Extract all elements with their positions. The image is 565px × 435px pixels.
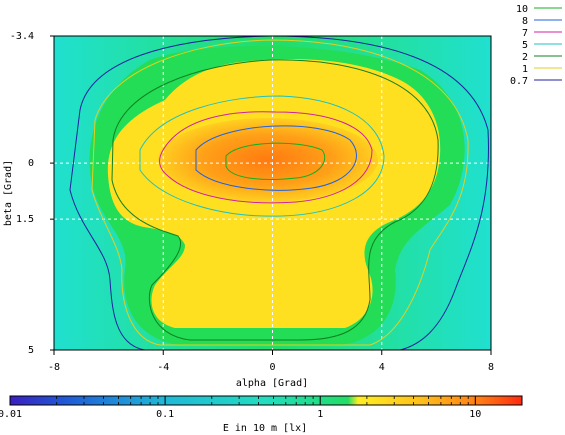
legend-label: 8 bbox=[522, 16, 528, 27]
x-axis-ticks: -8 -4 0 4 8 bbox=[48, 350, 494, 373]
contour-line bbox=[69, 36, 489, 350]
colorbar-minor-ticks bbox=[56, 396, 523, 405]
contour-line bbox=[225, 142, 326, 180]
colorbar-tick-labels: 0.01 0.1 1 10 bbox=[0, 396, 481, 420]
legend-label: 10 bbox=[516, 4, 528, 15]
y-tick-label: 0 bbox=[28, 158, 34, 169]
colorbar-label: E in 10 m [lx] bbox=[223, 423, 307, 434]
x-tick-label: -8 bbox=[48, 362, 60, 373]
contour-lines bbox=[69, 36, 489, 350]
y-tick-label: -3.4 bbox=[10, 31, 34, 42]
x-tick-label: -4 bbox=[157, 362, 169, 373]
colorbar-gradient bbox=[9, 395, 523, 406]
colorbar-tick-label: 0.01 bbox=[0, 409, 22, 420]
contour-line bbox=[159, 111, 373, 204]
y-tick-label: 1.5 bbox=[16, 214, 34, 225]
legend-label: 5 bbox=[522, 40, 528, 51]
heatmap-region-hot bbox=[158, 118, 378, 202]
y-axis-label: beta [Grad] bbox=[3, 160, 14, 226]
legend-label: 7 bbox=[522, 28, 528, 39]
colorbar-tick-label: 0.1 bbox=[156, 409, 174, 420]
grid bbox=[54, 36, 491, 350]
y-tick-label: 5 bbox=[28, 345, 34, 356]
contour-line bbox=[91, 39, 469, 346]
colorbar-tick-label: 1 bbox=[317, 409, 323, 420]
x-tick-label: 8 bbox=[488, 362, 494, 373]
contour-line bbox=[195, 125, 357, 191]
contour-line bbox=[111, 59, 439, 341]
colorbar: 0.01 0.1 1 10 bbox=[0, 395, 523, 420]
x-tick-label: 4 bbox=[379, 362, 385, 373]
x-tick-label: 0 bbox=[269, 362, 275, 373]
legend-label: 1 bbox=[522, 64, 528, 75]
colorbar-tick-label: 10 bbox=[469, 409, 481, 420]
legend-label: 2 bbox=[522, 52, 528, 63]
x-axis-label: alpha [Grad] bbox=[236, 378, 308, 389]
contour-line bbox=[139, 95, 385, 217]
heatmap-field bbox=[54, 36, 491, 350]
legend-label: 0.7 bbox=[510, 76, 528, 87]
y-axis-ticks: -3.4 0 1.5 5 bbox=[10, 31, 54, 356]
